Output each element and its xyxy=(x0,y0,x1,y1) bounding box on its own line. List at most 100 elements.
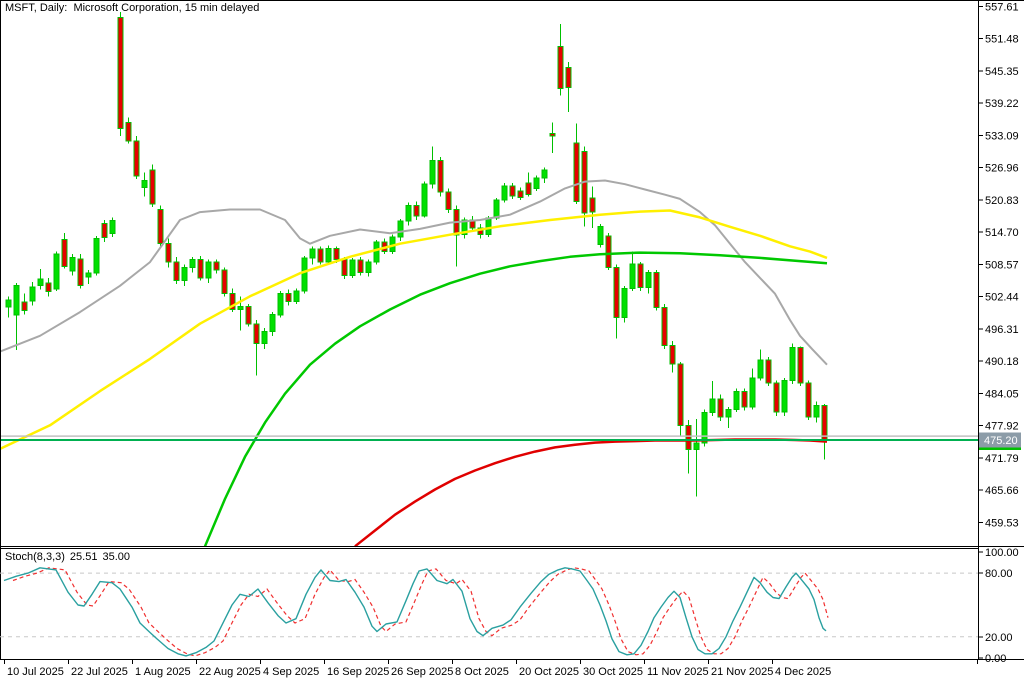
candle-body xyxy=(645,272,652,288)
candle-body xyxy=(429,160,436,185)
candle-body xyxy=(261,331,268,345)
candle-body xyxy=(293,290,300,303)
candlesticks xyxy=(5,12,828,497)
price-tick-label: 465.66 xyxy=(985,485,1019,497)
candle-body xyxy=(685,424,692,450)
candle-body xyxy=(325,247,332,263)
stochastic-main-value: 25.51 xyxy=(69,551,98,563)
candle-body xyxy=(373,241,380,263)
candle-body xyxy=(437,160,444,193)
bid-badge-bg xyxy=(979,432,1021,448)
stoch-tick-label: 80.00 xyxy=(985,568,1013,580)
candle-body xyxy=(445,191,452,211)
stoch-signal-line xyxy=(12,567,829,657)
candle-body xyxy=(629,263,636,289)
candle-body xyxy=(701,412,708,444)
candle-body xyxy=(301,257,308,292)
date-tick-label: 21 Nov 2025 xyxy=(711,666,773,678)
date-tick-label: 22 Jul 2025 xyxy=(71,666,128,678)
candle-body xyxy=(181,266,188,282)
candle-body xyxy=(85,272,92,278)
price-tick-label: 477.92 xyxy=(985,421,1019,433)
price-tick-label: 490.18 xyxy=(985,356,1019,368)
stoch-tick-label: 100.00 xyxy=(985,547,1019,559)
candle-body xyxy=(797,346,804,384)
candle-body xyxy=(805,382,812,418)
candle-body xyxy=(93,237,100,274)
ma-fast-gray xyxy=(0,179,828,366)
candle-body xyxy=(637,263,644,288)
candle-body xyxy=(677,363,684,426)
candle-body xyxy=(669,344,676,365)
candle-body xyxy=(461,219,468,236)
candle-body xyxy=(717,398,724,418)
candle-body xyxy=(525,182,532,195)
candle-body xyxy=(589,197,596,213)
price-tick-label: 539.22 xyxy=(985,98,1019,110)
candle-body xyxy=(485,217,492,236)
candle-body xyxy=(317,248,324,263)
candle-body xyxy=(245,305,252,325)
candle-body xyxy=(37,278,44,287)
candle-body xyxy=(341,259,348,276)
candle-body xyxy=(821,404,828,441)
candle-body xyxy=(693,442,700,451)
price-tick-label: 471.79 xyxy=(985,453,1019,465)
candle-body xyxy=(117,16,124,129)
candle-body xyxy=(77,258,84,287)
candle-body xyxy=(309,248,316,259)
price-tick-label: 502.44 xyxy=(985,292,1019,304)
price-tick-label: 551.48 xyxy=(985,34,1019,46)
candle-body xyxy=(573,142,580,203)
candle-body xyxy=(53,253,60,290)
candle-body xyxy=(653,272,660,308)
candle-body xyxy=(565,66,572,88)
candle-body xyxy=(493,199,500,219)
candle-body xyxy=(725,409,732,418)
bid-price-badge: 475.20 xyxy=(979,432,1021,450)
date-tick-label: 4 Dec 2025 xyxy=(775,666,831,678)
candle-body xyxy=(125,122,132,142)
candle-body xyxy=(501,185,508,201)
price-tick-label: 459.53 xyxy=(985,518,1019,530)
candle-body xyxy=(549,133,556,137)
candle-body xyxy=(29,286,36,302)
candle-body xyxy=(45,282,52,293)
date-tick-label: 26 Sep 2025 xyxy=(391,666,453,678)
candle-body xyxy=(661,306,668,346)
date-tick-label: 30 Oct 2025 xyxy=(583,666,643,678)
candle-body xyxy=(509,185,516,197)
price-tick-label: 557.61 xyxy=(985,1,1019,13)
date-tick-label: 1 Aug 2025 xyxy=(135,666,191,678)
candle-body xyxy=(157,209,164,245)
date-tick-label: 11 Nov 2025 xyxy=(647,666,709,678)
candle-body xyxy=(421,183,428,217)
candle-body xyxy=(741,391,748,408)
date-tick-label: 8 Oct 2025 xyxy=(455,666,509,678)
stoch-tick-label: 0.00 xyxy=(985,653,1006,665)
candle-body xyxy=(197,259,204,279)
candle-body xyxy=(773,382,780,413)
candle-body xyxy=(405,204,412,222)
bid-badge-value: 475.20 xyxy=(984,435,1018,447)
panel-borders xyxy=(0,0,1024,660)
candle-body xyxy=(349,259,356,276)
candle-body xyxy=(613,266,620,318)
candle-body xyxy=(141,180,148,188)
candle-body xyxy=(813,404,820,418)
candle-body xyxy=(189,259,196,268)
price-tick-label: 484.05 xyxy=(985,388,1019,400)
price-tick-label: 496.31 xyxy=(985,324,1019,336)
candle-body xyxy=(621,287,628,318)
candle-body xyxy=(597,225,604,246)
candle-body xyxy=(101,223,108,238)
candle-body xyxy=(21,301,28,312)
price-tick-label: 514.70 xyxy=(985,227,1019,239)
candle-body xyxy=(413,204,420,217)
candle-body xyxy=(789,346,796,382)
candle-body xyxy=(269,314,276,333)
date-axis: 10 Jul 2025 22 Jul 2025 1 Aug 2025 22 Aug 2… xyxy=(4,660,978,678)
date-tick-label: 16 Sep 2025 xyxy=(327,666,389,678)
